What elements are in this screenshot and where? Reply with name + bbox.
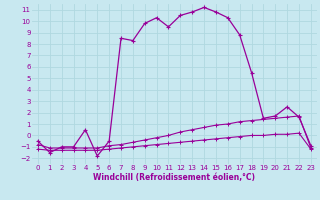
X-axis label: Windchill (Refroidissement éolien,°C): Windchill (Refroidissement éolien,°C) — [93, 173, 255, 182]
